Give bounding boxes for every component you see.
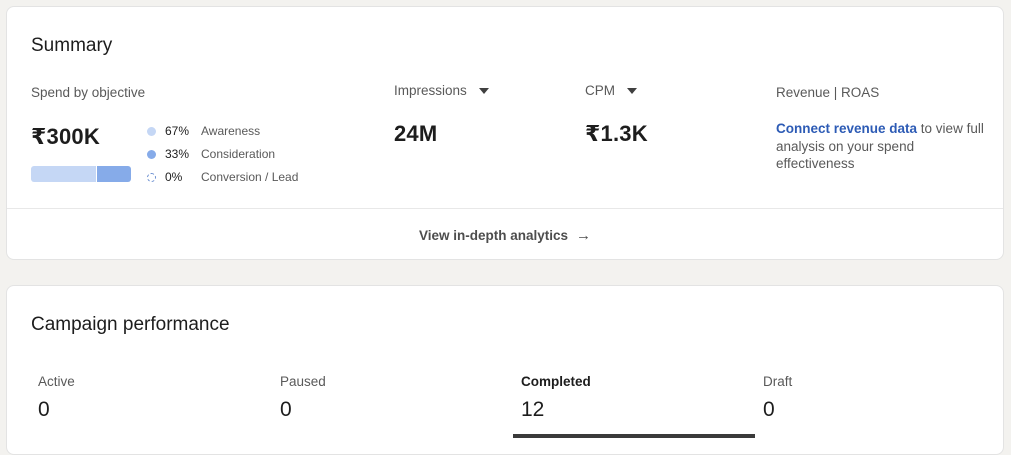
tab-label: Active bbox=[38, 374, 75, 389]
tab-draft[interactable]: Draft 0 bbox=[755, 368, 997, 440]
summary-card: Summary Spend by objective ₹300K 67% Awa… bbox=[6, 6, 1004, 260]
summary-title: Summary bbox=[31, 35, 113, 56]
legend-name: Conversion / Lead bbox=[201, 170, 299, 184]
summary-divider bbox=[7, 208, 1003, 209]
tab-value: 0 bbox=[38, 398, 50, 421]
tab-active[interactable]: Active 0 bbox=[30, 368, 272, 440]
legend-pct: 0% bbox=[165, 170, 183, 184]
consideration-dot-icon bbox=[147, 149, 156, 159]
impressions-value: 24M bbox=[394, 121, 438, 146]
conversion-dot-icon bbox=[147, 172, 156, 182]
impressions-dropdown[interactable]: Impressions bbox=[394, 83, 489, 98]
revenue-label: Revenue | ROAS bbox=[776, 85, 880, 100]
cpm-dropdown[interactable]: CPM bbox=[585, 83, 637, 98]
impressions-label: Impressions bbox=[394, 83, 467, 98]
tab-value: 12 bbox=[521, 398, 545, 421]
awareness-dot-icon bbox=[147, 126, 156, 136]
tab-value: 0 bbox=[280, 398, 292, 421]
tab-label: Completed bbox=[521, 374, 591, 389]
caret-down-icon bbox=[478, 87, 489, 94]
revenue-rest-text: to view full analysis on your spend effe… bbox=[776, 121, 984, 171]
spend-bar bbox=[31, 166, 131, 182]
tab-value: 0 bbox=[763, 398, 775, 421]
spend-label: Spend by objective bbox=[31, 85, 146, 100]
selected-tab-underline bbox=[513, 434, 755, 438]
cpm-value: ₹1.3K bbox=[585, 121, 648, 146]
caret-down-icon bbox=[627, 87, 637, 94]
legend-name: Consideration bbox=[201, 147, 276, 161]
legend-consideration: 33% Consideration bbox=[147, 147, 275, 161]
tab-completed[interactable]: Completed 12 bbox=[513, 368, 755, 440]
arrow-right-icon: → bbox=[576, 227, 592, 244]
legend-pct: 67% bbox=[165, 124, 190, 138]
view-analytics-label: View in-depth analytics bbox=[418, 228, 569, 243]
tab-label: Draft bbox=[763, 374, 793, 389]
spend-bar-consideration bbox=[97, 166, 131, 182]
cpm-label: CPM bbox=[585, 83, 615, 98]
spend-bar-awareness bbox=[31, 166, 97, 182]
revenue-message: Connect revenue data to view full analys… bbox=[776, 120, 986, 173]
tab-label: Paused bbox=[280, 374, 326, 389]
campaign-title: Campaign performance bbox=[31, 314, 230, 335]
connect-revenue-link[interactable]: Connect revenue data bbox=[776, 121, 918, 136]
tab-paused[interactable]: Paused 0 bbox=[272, 368, 514, 440]
legend-conversion: 0% Conversion / Lead bbox=[147, 170, 298, 184]
campaign-performance-card: Campaign performance Active 0 Paused 0 C… bbox=[6, 285, 1004, 455]
spend-value: ₹300K bbox=[31, 124, 100, 149]
view-analytics-link[interactable]: View in-depth analytics → bbox=[7, 227, 1003, 244]
legend-awareness: 67% Awareness bbox=[147, 124, 260, 138]
legend-name: Awareness bbox=[201, 124, 261, 138]
legend-pct: 33% bbox=[165, 147, 190, 161]
